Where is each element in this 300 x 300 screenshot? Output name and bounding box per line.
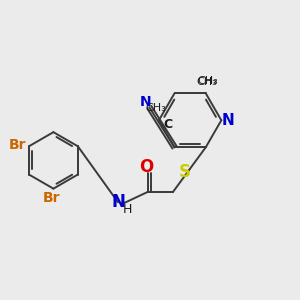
Text: CH₃: CH₃ <box>146 103 166 113</box>
Text: N: N <box>111 193 125 211</box>
Text: Br: Br <box>8 138 26 152</box>
Text: N: N <box>221 113 234 128</box>
Text: Br: Br <box>43 190 61 205</box>
Text: CH₃: CH₃ <box>197 77 218 87</box>
Text: CH₃: CH₃ <box>198 76 218 86</box>
Text: S: S <box>179 163 191 181</box>
Text: H: H <box>123 203 133 216</box>
Text: N: N <box>140 95 152 109</box>
Text: C: C <box>164 118 173 131</box>
Text: O: O <box>139 158 153 175</box>
